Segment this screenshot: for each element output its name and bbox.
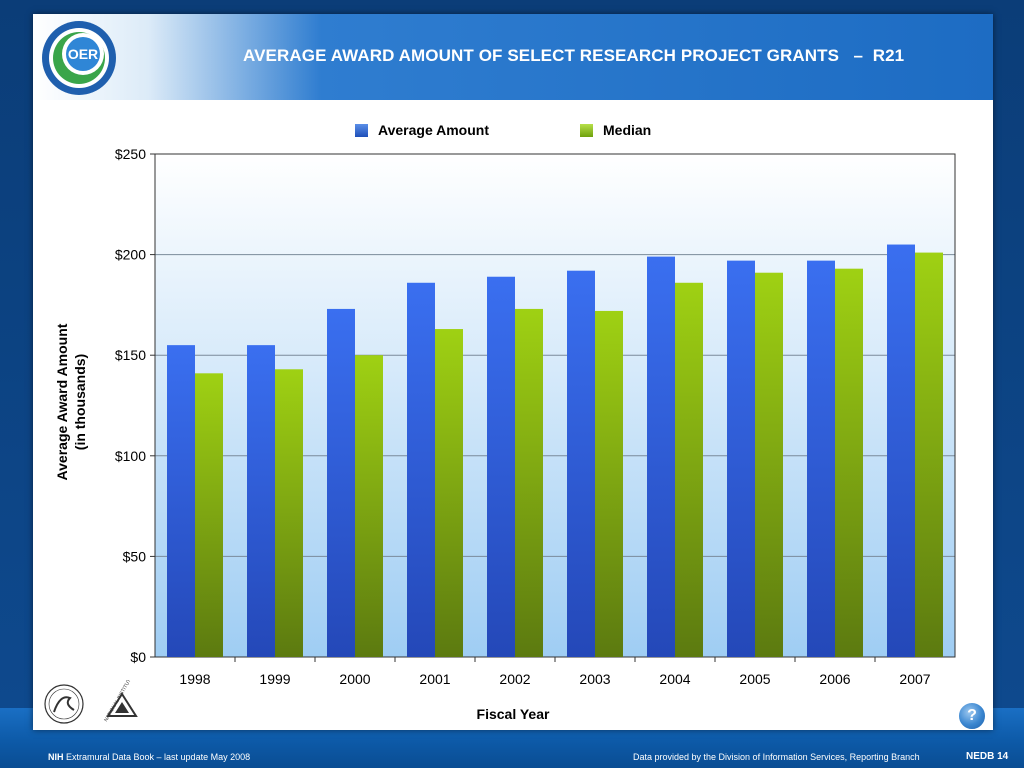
x-tick-label: 2003 xyxy=(579,671,610,687)
bar-chart: $0 $50 $100 $150 $200 $250 1998 1999 2000 2001 200… xyxy=(115,146,956,687)
legend: Average Amount Median xyxy=(33,122,993,142)
x-tick-label: 1999 xyxy=(259,671,290,687)
legend-swatch-average xyxy=(355,123,368,137)
x-axis-label: Fiscal Year xyxy=(476,706,550,722)
slide: OER AVERAGE AWARD AMOUNT OF SELECT RESEA… xyxy=(33,14,993,730)
hhs-seal-icon xyxy=(44,684,84,724)
bar-average xyxy=(807,260,835,657)
footer-source: Data provided by the Division of Informa… xyxy=(633,752,920,762)
y-tick-label: $50 xyxy=(123,548,147,564)
bar-median xyxy=(595,310,623,657)
page-number: NEDB 14 xyxy=(966,751,1009,762)
legend-label-average: Average Amount xyxy=(378,122,489,138)
bar-median xyxy=(515,308,543,657)
help-button[interactable]: ? xyxy=(958,702,986,730)
header: OER AVERAGE AWARD AMOUNT OF SELECT RESEA… xyxy=(33,14,993,100)
bar-median xyxy=(675,282,703,657)
x-tick-label: 2000 xyxy=(339,671,370,687)
nih-seal-icon: NATIONAL INSTITUTES OF HEALTH xyxy=(103,680,140,723)
x-tick-label: 1998 xyxy=(179,671,210,687)
bar-average xyxy=(727,260,755,657)
y-tick-label: $150 xyxy=(115,347,146,363)
bar-median xyxy=(755,272,783,657)
y-tick-label: $250 xyxy=(115,146,146,162)
bar-median xyxy=(195,373,223,657)
bar-median xyxy=(835,268,863,657)
x-tick-label: 2002 xyxy=(499,671,530,687)
y-tick-label: $200 xyxy=(115,247,146,263)
bar-average xyxy=(327,308,355,657)
logo-text: OER xyxy=(68,46,98,62)
x-tick-label: 2001 xyxy=(419,671,450,687)
bar-average xyxy=(167,345,195,657)
bar-average xyxy=(887,244,915,658)
bar-average xyxy=(407,282,435,657)
page-title: AVERAGE AWARD AMOUNT OF SELECT RESEARCH … xyxy=(243,46,905,65)
y-tick-label: $100 xyxy=(115,448,146,464)
legend-item-average: Average Amount xyxy=(355,122,489,138)
legend-item-median: Median xyxy=(580,122,651,138)
bar-median xyxy=(275,369,303,657)
legend-swatch-median xyxy=(580,123,593,137)
footer-nih: NIH xyxy=(48,752,64,762)
x-tick-label: 2005 xyxy=(739,671,770,687)
bar-median xyxy=(355,355,383,657)
oer-logo: OER xyxy=(42,21,116,95)
bar-average xyxy=(647,256,675,657)
footer-left: NIH Extramural Data Book – last update M… xyxy=(48,752,250,762)
y-tick-label: $0 xyxy=(130,649,146,665)
bar-median xyxy=(915,252,943,657)
x-tick-label: 2004 xyxy=(659,671,690,687)
bar-median xyxy=(435,329,463,657)
bar-average xyxy=(487,276,515,657)
legend-label-median: Median xyxy=(603,122,652,138)
footer-left-text: Extramural Data Book – last update May 2… xyxy=(63,752,251,762)
bar-average xyxy=(567,270,595,657)
x-tick-label: 2006 xyxy=(819,671,850,687)
bar-average xyxy=(247,345,275,657)
x-tick-label: 2007 xyxy=(899,671,930,687)
